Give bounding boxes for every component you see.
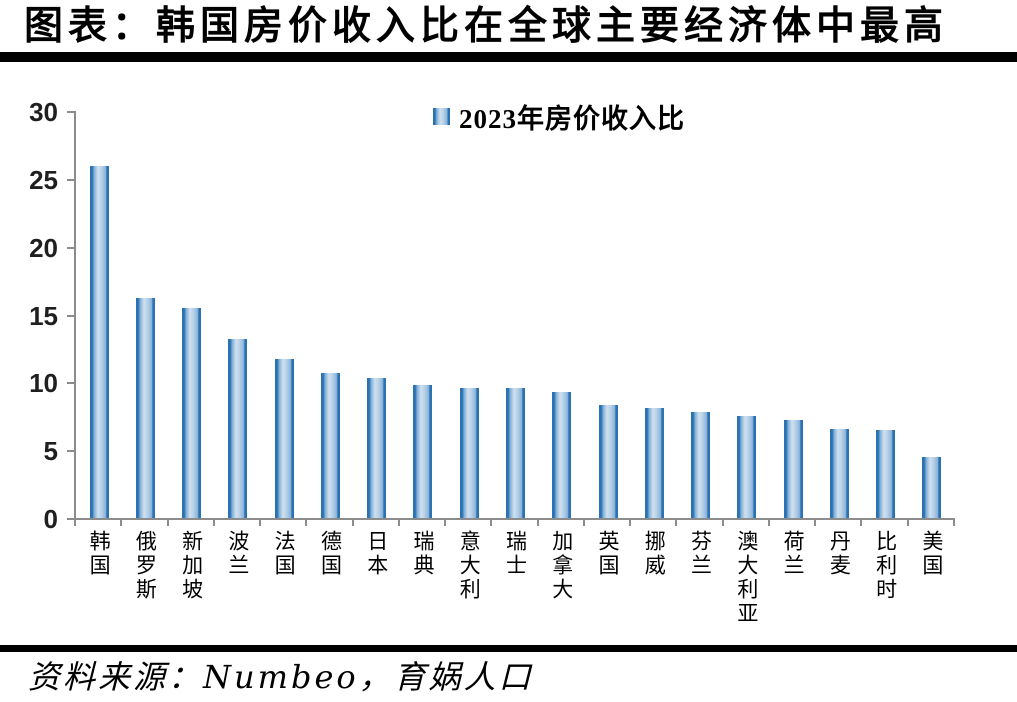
x-category-label: 德国 bbox=[318, 530, 343, 578]
x-axis-tick bbox=[490, 518, 493, 526]
bar bbox=[274, 359, 294, 518]
x-category-label: 荷兰 bbox=[781, 530, 806, 578]
bar bbox=[135, 298, 155, 518]
x-axis-tick bbox=[582, 518, 585, 526]
y-axis-tick-label: 5 bbox=[43, 436, 58, 467]
bar bbox=[413, 385, 433, 518]
x-axis-tick bbox=[259, 518, 262, 526]
bar bbox=[644, 408, 664, 518]
bar bbox=[783, 420, 803, 518]
x-axis-tick bbox=[814, 518, 817, 526]
x-category-label: 丹麦 bbox=[827, 530, 852, 578]
x-category-label: 美国 bbox=[919, 530, 944, 578]
bottom-divider-rule bbox=[0, 645, 1017, 652]
x-category-label: 瑞典 bbox=[410, 530, 435, 578]
x-category-label: 芬兰 bbox=[688, 530, 713, 578]
x-axis-tick bbox=[166, 518, 169, 526]
x-category-label: 挪威 bbox=[642, 530, 667, 578]
x-category-label: 法国 bbox=[272, 530, 297, 578]
y-axis-tick bbox=[67, 314, 76, 317]
x-axis-tick bbox=[767, 518, 770, 526]
bar bbox=[320, 372, 340, 518]
y-axis-tick-label: 20 bbox=[29, 232, 58, 263]
page-title: 图表：韩国房价收入比在全球主要经济体中最高 bbox=[24, 3, 949, 49]
bar bbox=[552, 391, 572, 518]
y-axis-tick bbox=[67, 518, 76, 520]
y-axis-tick bbox=[67, 246, 76, 249]
x-axis-tick bbox=[860, 518, 863, 526]
x-axis-tick bbox=[536, 518, 539, 526]
x-axis-tick bbox=[953, 518, 955, 526]
x-axis-tick bbox=[444, 518, 447, 526]
y-axis-tick bbox=[67, 111, 76, 114]
legend-label: 2023年房价收入比 bbox=[459, 104, 685, 134]
bar bbox=[737, 416, 757, 518]
x-axis-tick bbox=[74, 518, 76, 526]
x-category-label: 意大利 bbox=[457, 530, 482, 602]
y-axis-tick-label: 15 bbox=[29, 300, 58, 331]
bar bbox=[89, 165, 109, 518]
y-axis-tick-label: 0 bbox=[43, 504, 58, 534]
x-axis-tick bbox=[305, 518, 308, 526]
bar bbox=[598, 405, 618, 518]
x-category-label: 俄罗斯 bbox=[133, 530, 158, 602]
y-axis-tick-label: 30 bbox=[29, 97, 58, 128]
bar bbox=[691, 412, 711, 518]
bar bbox=[182, 307, 202, 518]
y-axis-tick-label: 10 bbox=[29, 368, 58, 399]
x-axis-tick bbox=[629, 518, 632, 526]
bar bbox=[922, 456, 942, 518]
x-category-label: 比利时 bbox=[873, 530, 898, 602]
chart-legend: 2023年房价收入比 bbox=[433, 97, 685, 136]
y-axis-tick bbox=[67, 382, 76, 385]
x-axis-tick bbox=[120, 518, 123, 526]
x-category-label: 日本 bbox=[364, 530, 389, 578]
bar bbox=[459, 387, 479, 518]
y-axis-tick-label: 25 bbox=[29, 165, 58, 196]
legend-swatch-icon bbox=[433, 108, 450, 125]
x-axis-tick bbox=[397, 518, 400, 526]
x-category-label: 韩国 bbox=[87, 530, 112, 578]
x-axis-tick bbox=[351, 518, 354, 526]
bar bbox=[228, 339, 248, 518]
x-axis-tick bbox=[721, 518, 724, 526]
x-category-label: 英国 bbox=[596, 530, 621, 578]
bar bbox=[367, 378, 387, 518]
bar bbox=[506, 387, 525, 518]
y-axis-tick bbox=[67, 450, 76, 453]
x-axis-tick bbox=[675, 518, 678, 526]
x-axis-tick bbox=[212, 518, 215, 526]
bar bbox=[876, 429, 896, 518]
x-category-label: 波兰 bbox=[225, 530, 250, 578]
x-axis-line bbox=[67, 518, 955, 520]
bar bbox=[829, 428, 849, 518]
x-category-label: 澳大利亚 bbox=[734, 530, 759, 626]
x-category-label: 瑞士 bbox=[503, 530, 528, 578]
top-divider-rule bbox=[0, 52, 1017, 62]
x-category-label: 加拿大 bbox=[549, 530, 574, 602]
x-category-label: 新加坡 bbox=[179, 530, 204, 602]
data-source-note: 资料来源：Numbeo，育娲人口 bbox=[28, 658, 534, 696]
y-axis-tick bbox=[67, 179, 76, 182]
x-axis-tick bbox=[906, 518, 909, 526]
